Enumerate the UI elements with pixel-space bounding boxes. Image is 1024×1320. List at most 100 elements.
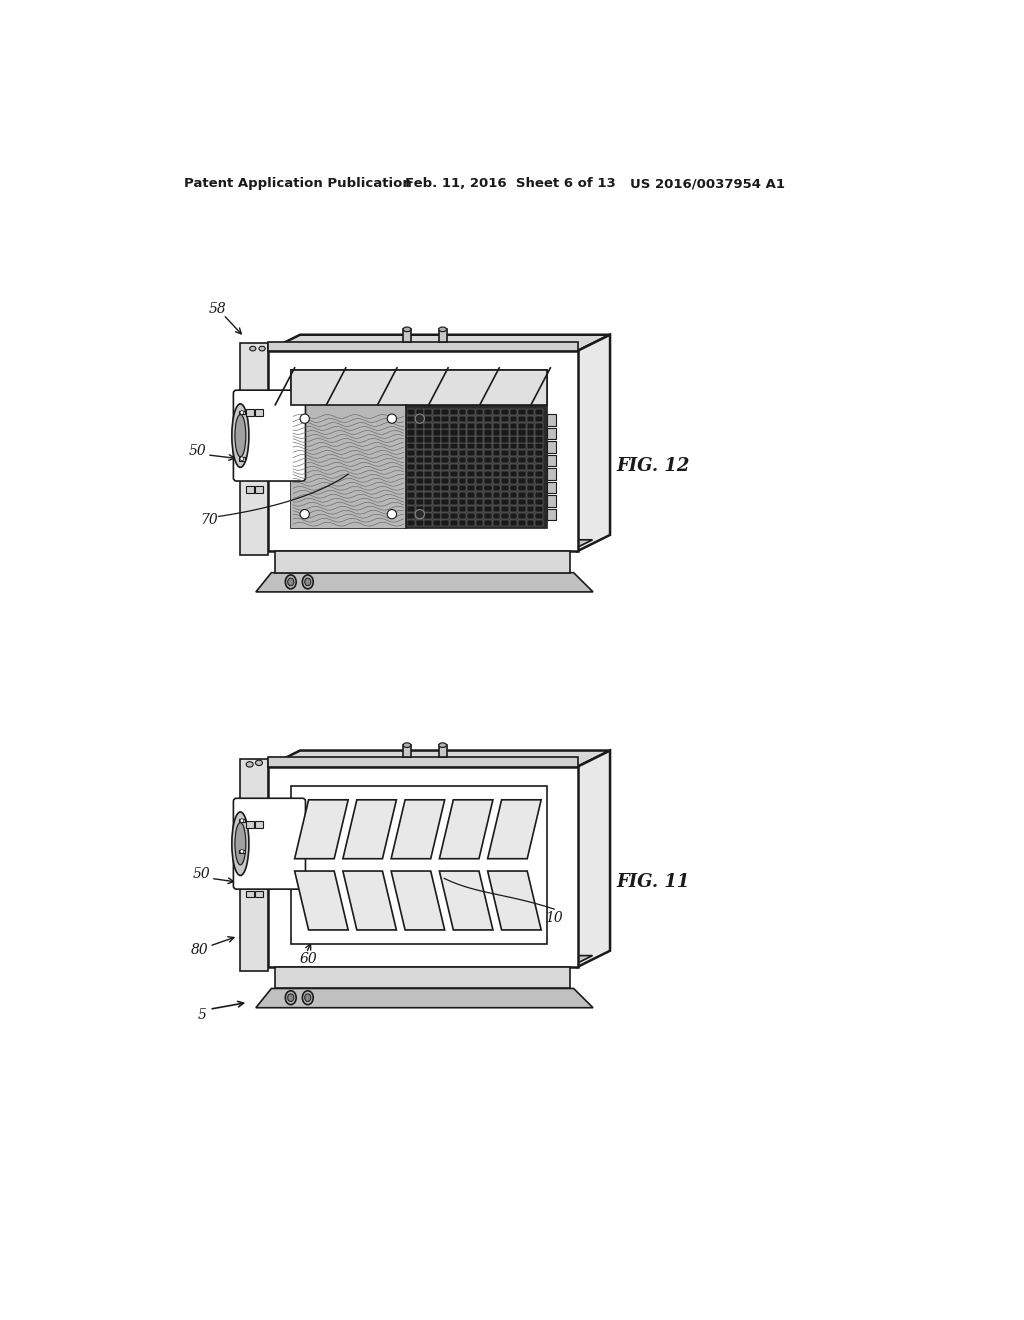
Bar [518, 471, 526, 478]
Bar [441, 520, 450, 525]
Bar [408, 520, 415, 525]
Bar [518, 416, 526, 422]
Bar [441, 437, 450, 442]
Polygon shape [256, 989, 593, 1007]
Ellipse shape [288, 578, 294, 586]
Bar [467, 409, 475, 414]
Bar [450, 520, 458, 525]
Bar [459, 465, 466, 470]
Bar [484, 484, 492, 491]
Bar [510, 465, 517, 470]
Bar [493, 484, 501, 491]
Bar [408, 429, 415, 436]
Bar [416, 450, 424, 457]
Bar [459, 416, 466, 422]
Bar [424, 457, 432, 463]
Bar [433, 416, 440, 422]
Bar [526, 437, 535, 442]
Bar [433, 492, 440, 498]
Polygon shape [256, 573, 593, 591]
Text: 58: 58 [208, 301, 226, 315]
Bar [459, 450, 466, 457]
Bar [406, 405, 547, 528]
Bar [501, 492, 509, 498]
Bar [441, 465, 450, 470]
Bar [275, 966, 569, 989]
Bar [433, 471, 440, 478]
Bar [441, 478, 450, 484]
Bar [408, 457, 415, 463]
Bar [424, 478, 432, 484]
Bar [493, 499, 501, 506]
Bar [484, 471, 492, 478]
Text: FIG. 12: FIG. 12 [616, 458, 689, 475]
Bar [501, 429, 509, 436]
Ellipse shape [415, 414, 424, 424]
Bar [493, 465, 501, 470]
Bar [459, 499, 466, 506]
Polygon shape [275, 540, 593, 552]
Bar [459, 484, 466, 491]
Bar [518, 409, 526, 414]
Bar [518, 444, 526, 449]
Ellipse shape [302, 991, 313, 1005]
Bar [408, 484, 415, 491]
Bar [408, 444, 415, 449]
Text: FIG. 11: FIG. 11 [616, 874, 689, 891]
Bar [467, 465, 475, 470]
Bar [450, 444, 458, 449]
Polygon shape [343, 800, 396, 859]
Bar [467, 499, 475, 506]
Bar [526, 422, 535, 429]
Ellipse shape [231, 404, 249, 467]
Bar [467, 444, 475, 449]
Bar [484, 499, 492, 506]
Bar [408, 450, 415, 457]
Bar [501, 506, 509, 512]
Polygon shape [267, 751, 610, 767]
Polygon shape [439, 871, 493, 929]
Text: 80: 80 [191, 942, 209, 957]
Bar [416, 506, 424, 512]
FancyBboxPatch shape [233, 391, 305, 480]
Bar [450, 422, 458, 429]
Bar [239, 457, 245, 461]
Bar [493, 450, 501, 457]
Bar [459, 409, 466, 414]
Bar [510, 492, 517, 498]
Bar [475, 444, 483, 449]
Bar [475, 465, 483, 470]
Bar [424, 520, 432, 525]
Bar [501, 520, 509, 525]
Bar [518, 506, 526, 512]
Bar [450, 409, 458, 414]
Bar [547, 482, 556, 494]
Bar [441, 450, 450, 457]
Bar [424, 409, 432, 414]
Bar [438, 744, 446, 758]
Bar [518, 457, 526, 463]
Bar [475, 512, 483, 519]
Bar [475, 499, 483, 506]
Bar [536, 437, 543, 442]
Bar [526, 450, 535, 457]
Bar [493, 492, 501, 498]
Bar [484, 465, 492, 470]
Bar [416, 422, 424, 429]
Bar [475, 422, 483, 429]
Bar [484, 429, 492, 436]
Bar [246, 891, 254, 896]
Bar [246, 487, 254, 492]
Bar [459, 444, 466, 449]
Bar [467, 429, 475, 436]
Bar [493, 457, 501, 463]
Bar [510, 409, 517, 414]
Ellipse shape [300, 510, 309, 519]
Bar [475, 409, 483, 414]
Bar [246, 409, 254, 416]
Bar [518, 422, 526, 429]
Bar [441, 422, 450, 429]
Bar [510, 457, 517, 463]
Bar [424, 416, 432, 422]
Bar [526, 471, 535, 478]
